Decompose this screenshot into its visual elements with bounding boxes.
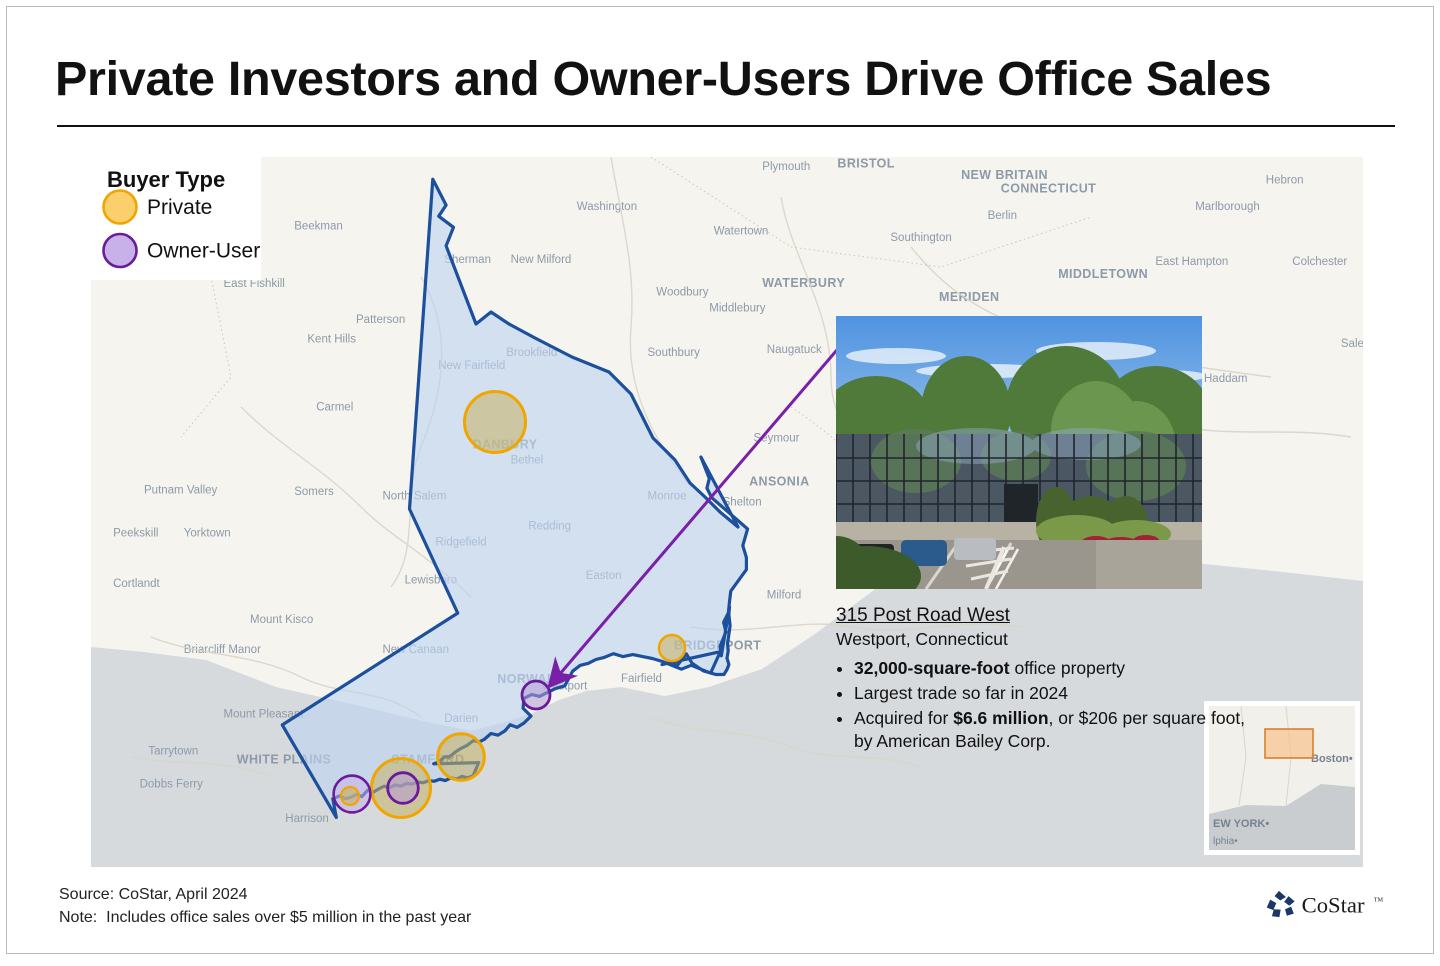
- svg-text:TM: TM: [1374, 897, 1384, 903]
- svg-text:CoStar: CoStar: [1302, 893, 1365, 918]
